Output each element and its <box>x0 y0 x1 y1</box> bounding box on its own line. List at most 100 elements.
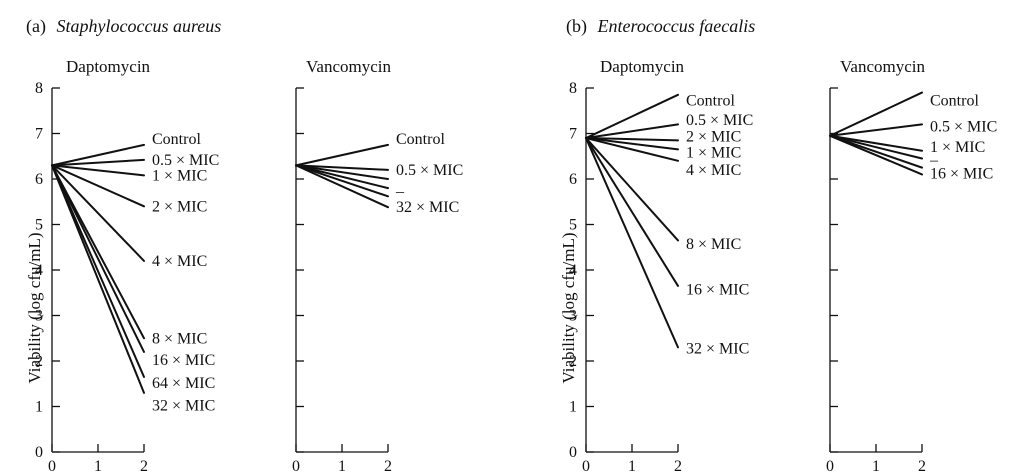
series-label-2-x-mic: 2 × MIC <box>152 198 207 215</box>
panel-a-vancomycin: Vancomycin 0 1 2 Control 0.5 × MIC –32 × MIC <box>292 57 463 475</box>
panel-b-organism: Enterococcus faecalis <box>597 16 756 36</box>
y-tick-label: 6 <box>35 171 43 188</box>
series-line <box>829 134 923 169</box>
series-label-4-x-mic: 4 × MIC <box>152 253 207 270</box>
y-tick-label: 5 <box>569 217 577 234</box>
y-tick-label: 4 <box>569 262 577 279</box>
subplot-title: Daptomycin <box>600 57 685 76</box>
series-line-control <box>829 91 923 137</box>
y-tick-label: 1 <box>35 399 43 416</box>
panel-b-title: (b) Enterococcus faecalis <box>566 16 755 37</box>
subplot-title: Vancomycin <box>306 57 391 76</box>
series-line-control <box>51 143 145 167</box>
series-label-8-x-mic: 8 × MIC <box>686 236 741 253</box>
panel-a-prefix: (a) <box>26 16 46 37</box>
x-tick-label: 1 <box>94 458 102 475</box>
x-tick-label: 2 <box>918 458 926 475</box>
series-line-32-x-mic <box>51 164 145 394</box>
series-line-16-x-mic <box>829 134 923 176</box>
series-label-control: Control <box>396 131 445 148</box>
panel-a-title: (a) Staphylococcus aureus <box>26 16 221 37</box>
series-line-control <box>585 93 679 140</box>
x-tick-label: 0 <box>826 458 834 475</box>
x-tick-label: 1 <box>628 458 636 475</box>
series-line-1-x-mic <box>829 134 923 152</box>
series-label-8-x-mic: 8 × MIC <box>152 330 207 347</box>
series-label-control: Control <box>686 93 735 110</box>
series-label-1-x-mic: 1 × MIC <box>686 145 741 162</box>
panel-b-daptomycin: Daptomycin 0 1 2 3 4 5 6 7 8 0 1 2 Control 0.5 × MIC2 … <box>569 57 753 475</box>
panel-a-daptomycin: Daptomycin 0 1 2 3 4 5 6 7 8 0 1 2 Control 0.5 × MIC1 … <box>35 57 219 475</box>
panel-a: (a) Staphylococcus aureus Viability (log… <box>25 16 463 475</box>
series-label-1-x-mic: 1 × MIC <box>930 139 985 156</box>
series-line-2-x-mic <box>51 164 145 208</box>
x-tick-label: 1 <box>338 458 346 475</box>
panel-a-ylabel: Viability (log cfu/mL) <box>25 233 44 384</box>
series-label-0-5-x-mic: 0.5 × MIC <box>686 112 753 129</box>
series-label-16-x-mic: 16 × MIC <box>152 352 215 369</box>
panel-b-vancomycin: Vancomycin 0 1 2 Control 0.5 × MIC 1 × MIC–16 … <box>826 57 997 475</box>
series-line-8-x-mic <box>585 137 679 242</box>
y-tick-label: 8 <box>35 80 43 97</box>
series-line-control <box>295 143 389 167</box>
series-label-dash: – <box>395 184 405 201</box>
series-label-control: Control <box>152 131 201 148</box>
series-line-0-5-x-mic <box>51 158 145 167</box>
panel-a-organism: Staphylococcus aureus <box>56 16 221 36</box>
x-tick-label: 2 <box>384 458 392 475</box>
y-tick-label: 8 <box>569 80 577 97</box>
series-label-0-5-x-mic: 0.5 × MIC <box>396 162 463 179</box>
subplot-title: Daptomycin <box>66 57 151 76</box>
panel-b-prefix: (b) <box>566 16 587 37</box>
series-label-dash: – <box>929 152 939 169</box>
y-tick-label: 1 <box>569 399 577 416</box>
y-tick-label: 6 <box>569 171 577 188</box>
subplot-title: Vancomycin <box>840 57 925 76</box>
y-tick-label: 2 <box>35 353 43 370</box>
series-line <box>295 164 389 180</box>
series-line-0-5-x-mic <box>295 164 389 171</box>
x-tick-label: 0 <box>292 458 300 475</box>
series-label-4-x-mic: 4 × MIC <box>686 162 741 179</box>
series-line-16-x-mic <box>51 164 145 353</box>
series-label-32-x-mic: 32 × MIC <box>396 199 459 216</box>
series-line <box>829 134 923 160</box>
series-line <box>295 164 389 190</box>
y-tick-label: 0 <box>569 444 577 461</box>
y-tick-label: 5 <box>35 217 43 234</box>
series-line-32-x-mic <box>295 164 389 209</box>
series-line-4-x-mic <box>585 137 679 162</box>
series-label-16-x-mic: 16 × MIC <box>930 166 993 183</box>
series-label-0-5-x-mic: 0.5 × MIC <box>930 119 997 136</box>
panel-b-ylabel: Viability (log cfu/mL) <box>559 233 578 384</box>
series-line-16-x-mic <box>585 137 679 287</box>
series-line-32-x-mic <box>585 137 679 349</box>
x-tick-label: 2 <box>140 458 148 475</box>
series-line-2-x-mic <box>585 137 679 142</box>
x-tick-label: 0 <box>582 458 590 475</box>
y-tick-label: 4 <box>35 262 43 279</box>
y-tick-label: 7 <box>569 126 577 143</box>
series-line-0-5-x-mic <box>829 123 923 137</box>
y-tick-label: 2 <box>569 353 577 370</box>
y-tick-label: 0 <box>35 444 43 461</box>
series-line-4-x-mic <box>51 164 145 262</box>
series-line-1-x-mic <box>51 164 145 177</box>
panel-b: (b) Enterococcus faecalis Viability (log… <box>559 16 997 475</box>
series-label-2-x-mic: 2 × MIC <box>686 129 741 146</box>
series-label-0-5-x-mic: 0.5 × MIC <box>152 152 219 169</box>
y-tick-label: 3 <box>569 308 577 325</box>
series-line-1-x-mic <box>585 137 679 151</box>
series-line-8-x-mic <box>51 164 145 340</box>
series-line-0-5-x-mic <box>585 123 679 140</box>
series-label-64-x-mic: 64 × MIC <box>152 375 215 392</box>
series-label-control: Control <box>930 93 979 110</box>
series-label-16-x-mic: 16 × MIC <box>686 282 749 299</box>
series-label-1-x-mic: 1 × MIC <box>152 167 207 184</box>
x-tick-label: 0 <box>48 458 56 475</box>
series-line <box>295 164 389 198</box>
y-tick-label: 7 <box>35 126 43 143</box>
y-tick-label: 3 <box>35 308 43 325</box>
series-label-32-x-mic: 32 × MIC <box>152 398 215 415</box>
